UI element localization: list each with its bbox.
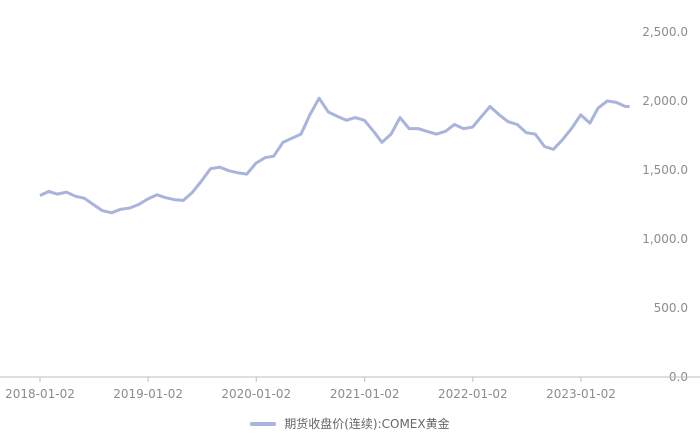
x-tick-label: 2018-01-02 [5, 387, 75, 401]
y-tick-label: 2,500.0 [642, 25, 688, 39]
y-tick-label: 1,000.0 [642, 232, 688, 246]
x-tick-label: 2022-01-02 [438, 387, 508, 401]
x-tick-label: 2020-01-02 [221, 387, 291, 401]
x-tick-label: 2023-01-02 [546, 387, 616, 401]
y-tick-label: 1,500.0 [642, 163, 688, 177]
series-line-comex-gold [39, 96, 630, 215]
y-tick-label: 2,000.0 [642, 94, 688, 108]
legend-label: 期货收盘价(连续):COMEX黄金 [284, 417, 450, 431]
x-tick-label: 2021-01-02 [330, 387, 400, 401]
x-axis-ticks [39, 377, 582, 382]
legend-line-swatch [250, 421, 277, 426]
legend: 期货收盘价(连续):COMEX黄金 [0, 415, 700, 432]
y-tick-label: 500.0 [654, 301, 688, 315]
x-axis-labels: 2018-01-02 2019-01-02 2020-01-02 2021-01-02… [5, 387, 616, 401]
x-tick-label: 2019-01-02 [113, 387, 183, 401]
